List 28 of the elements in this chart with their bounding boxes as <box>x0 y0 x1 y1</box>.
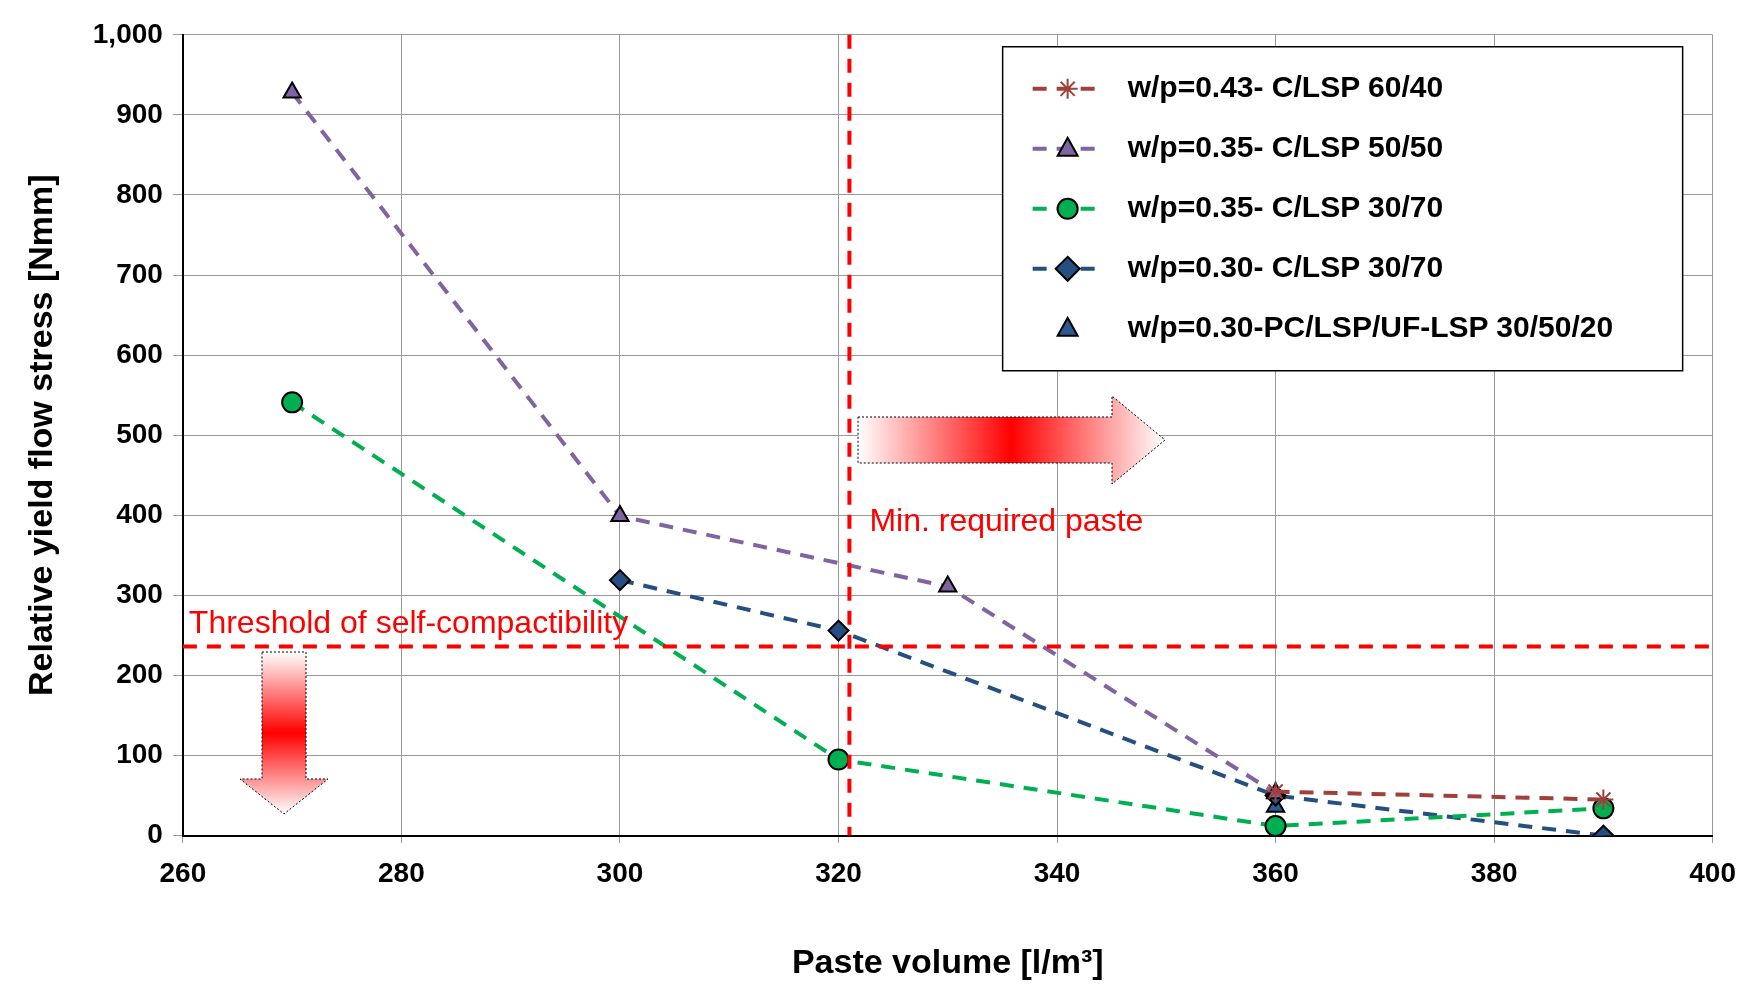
x-tick-label: 340 <box>1033 857 1081 889</box>
y-tick-label: 900 <box>116 97 163 129</box>
y-tick-label: 400 <box>116 498 163 529</box>
y-tick-label: 0 <box>147 818 163 850</box>
x-tick-label: 360 <box>1252 857 1299 889</box>
legend-label: w/p=0.35- C/LSP 50/50 <box>1126 130 1444 164</box>
legend-label: w/p=0.30- C/LSP 30/70 <box>1126 250 1444 284</box>
legend-label: w/p=0.43- C/LSP 60/40 <box>1126 70 1444 104</box>
y-tick-label: 800 <box>116 177 163 209</box>
x-tick-label: 400 <box>1689 857 1736 889</box>
legend-label: w/p=0.35- C/LSP 30/70 <box>1126 190 1444 224</box>
ref-line-label: Threshold of self-compactibility <box>188 603 629 640</box>
y-tick-label: 500 <box>116 417 163 449</box>
x-tick-label: 300 <box>596 857 644 889</box>
y-tick-label: 1,000 <box>92 17 163 49</box>
legend-label: w/p=0.30-PC/LSP/UF-LSP 30/50/20 <box>1126 310 1614 344</box>
y-tick-label: 100 <box>116 738 163 770</box>
y-axis-title: Relative yield flow stress [Nmm] <box>20 174 59 696</box>
y-tick-label: 200 <box>116 658 163 690</box>
x-tick-label: 280 <box>378 857 425 889</box>
x-tick-label: 320 <box>815 857 862 889</box>
x-tick-label: 260 <box>159 857 207 889</box>
x-tick-label: 380 <box>1470 857 1518 889</box>
y-tick-label: 600 <box>116 337 163 369</box>
y-tick-label: 700 <box>116 257 163 289</box>
y-tick-label: 300 <box>116 578 163 610</box>
x-axis-title: Paste volume [l/m³] <box>791 941 1104 980</box>
ref-line-label: Min. required paste <box>869 502 1144 539</box>
